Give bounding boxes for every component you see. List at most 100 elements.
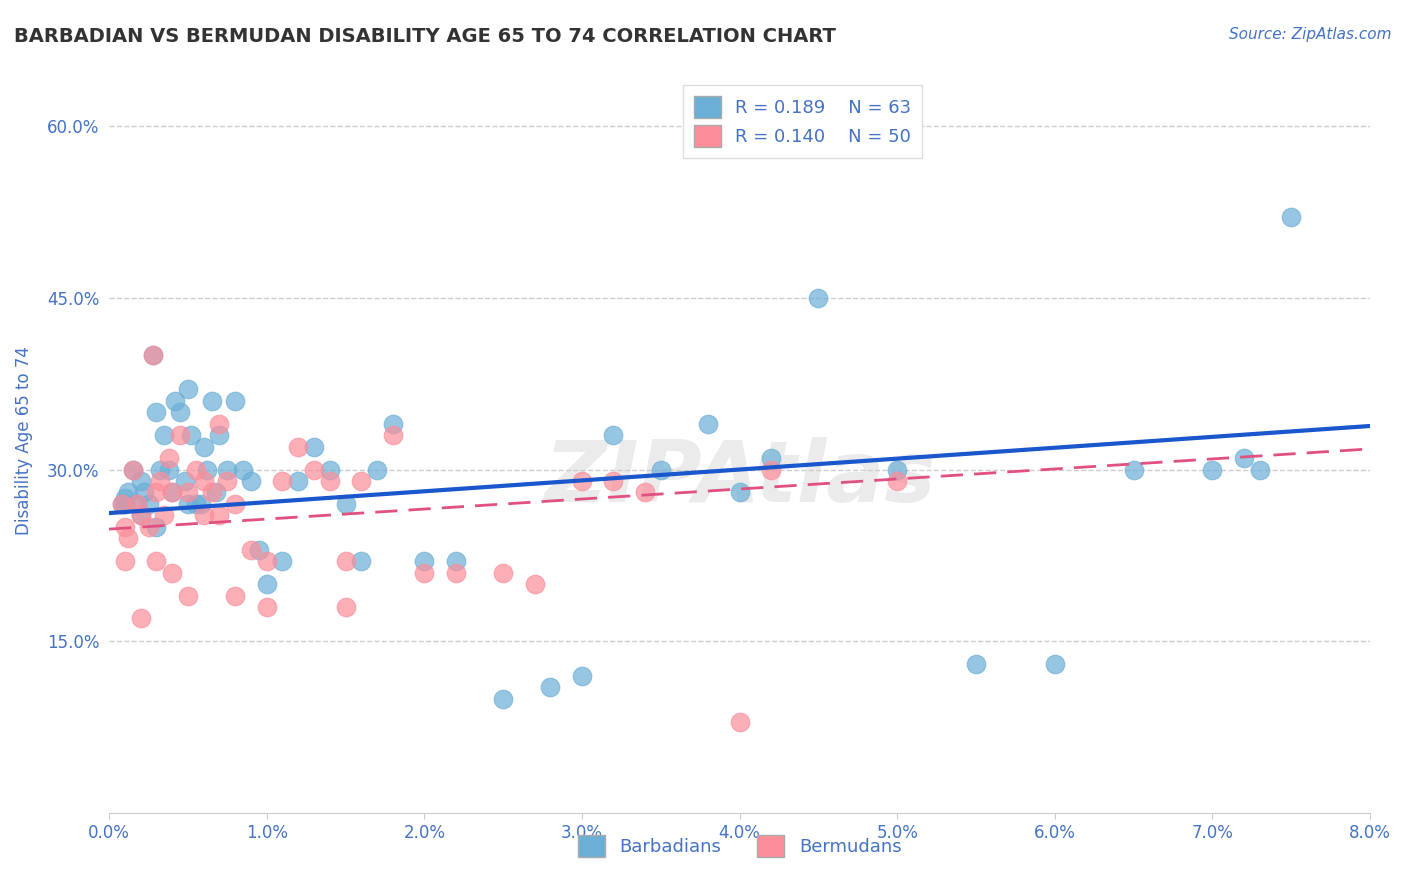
Point — [602, 428, 624, 442]
Point — [271, 554, 294, 568]
Point — [169, 405, 191, 419]
Point — [350, 474, 373, 488]
Point — [138, 520, 160, 534]
Point — [271, 474, 294, 488]
Point — [302, 462, 325, 476]
Point — [145, 485, 167, 500]
Point — [444, 554, 467, 568]
Point — [759, 462, 782, 476]
Point — [413, 554, 436, 568]
Point — [492, 566, 515, 580]
Point — [319, 474, 342, 488]
Point — [571, 669, 593, 683]
Point — [224, 393, 246, 408]
Point — [1249, 462, 1271, 476]
Point — [247, 542, 270, 557]
Point — [121, 462, 143, 476]
Point — [350, 554, 373, 568]
Point — [117, 485, 139, 500]
Point — [650, 462, 672, 476]
Point — [807, 291, 830, 305]
Point — [697, 417, 720, 431]
Point — [111, 497, 134, 511]
Point — [142, 348, 165, 362]
Point — [177, 497, 200, 511]
Point — [117, 531, 139, 545]
Point — [538, 680, 561, 694]
Point — [205, 485, 228, 500]
Point — [129, 611, 152, 625]
Point — [1043, 657, 1066, 672]
Point — [444, 566, 467, 580]
Point — [492, 691, 515, 706]
Point — [1201, 462, 1223, 476]
Point — [148, 474, 170, 488]
Point — [200, 485, 222, 500]
Point — [217, 474, 239, 488]
Point — [523, 577, 546, 591]
Point — [127, 497, 149, 511]
Point — [287, 474, 309, 488]
Point — [728, 714, 751, 729]
Point — [224, 497, 246, 511]
Point — [177, 382, 200, 396]
Point — [160, 566, 183, 580]
Point — [886, 474, 908, 488]
Point — [148, 462, 170, 476]
Point — [319, 462, 342, 476]
Point — [190, 497, 212, 511]
Point — [256, 600, 278, 615]
Point — [239, 542, 262, 557]
Point — [335, 497, 357, 511]
Point — [728, 485, 751, 500]
Point — [208, 508, 231, 523]
Point — [232, 462, 254, 476]
Point — [634, 485, 657, 500]
Point — [256, 577, 278, 591]
Point — [157, 451, 180, 466]
Point — [160, 485, 183, 500]
Point — [184, 462, 207, 476]
Point — [1122, 462, 1144, 476]
Point — [302, 440, 325, 454]
Point — [132, 485, 155, 500]
Point — [177, 485, 200, 500]
Legend: Barbadians, Bermudans: Barbadians, Bermudans — [571, 827, 908, 863]
Point — [145, 405, 167, 419]
Point — [114, 520, 136, 534]
Text: Source: ZipAtlas.com: Source: ZipAtlas.com — [1229, 27, 1392, 42]
Point — [121, 462, 143, 476]
Point — [145, 520, 167, 534]
Point — [571, 474, 593, 488]
Point — [184, 497, 207, 511]
Point — [335, 600, 357, 615]
Point — [208, 428, 231, 442]
Point — [224, 589, 246, 603]
Point — [1279, 211, 1302, 225]
Point — [193, 474, 215, 488]
Point — [193, 508, 215, 523]
Point — [759, 451, 782, 466]
Point — [153, 508, 176, 523]
Point — [381, 428, 404, 442]
Point — [157, 462, 180, 476]
Point — [111, 497, 134, 511]
Point — [129, 508, 152, 523]
Point — [177, 589, 200, 603]
Point — [142, 348, 165, 362]
Point — [208, 417, 231, 431]
Point — [165, 393, 187, 408]
Point — [195, 462, 218, 476]
Point — [114, 491, 136, 505]
Point — [127, 497, 149, 511]
Point — [138, 497, 160, 511]
Point — [200, 393, 222, 408]
Point — [173, 474, 195, 488]
Point — [217, 462, 239, 476]
Point — [180, 428, 202, 442]
Point — [114, 497, 136, 511]
Point — [160, 485, 183, 500]
Point — [129, 508, 152, 523]
Point — [381, 417, 404, 431]
Point — [129, 474, 152, 488]
